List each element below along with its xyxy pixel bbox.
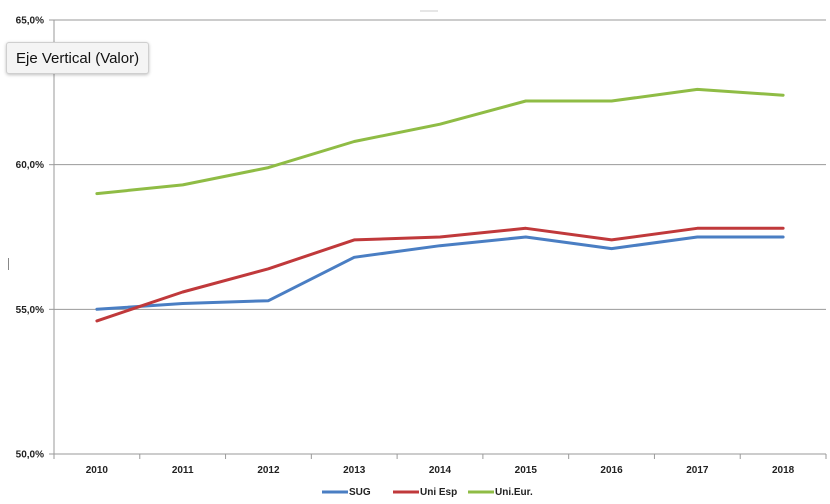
x-tick-label: 2010 xyxy=(86,465,109,476)
legend-label: SUG xyxy=(349,487,371,498)
series-line-sug xyxy=(95,235,785,311)
left-edge-mark xyxy=(8,258,9,270)
y-tick-label: 60,0% xyxy=(16,160,44,171)
x-axis-tick-labels: 2010 2011 2012 2013 2014 2015 2016 2017 2018 xyxy=(86,465,795,476)
series-line-uni-eur xyxy=(95,87,785,196)
y-tick-label: 65,0% xyxy=(16,16,44,27)
axis-tooltip: Eje Vertical (Valor) xyxy=(6,42,150,74)
x-tick-label: 2015 xyxy=(515,465,538,476)
series-lines xyxy=(95,87,785,323)
x-tick-label: 2016 xyxy=(600,465,623,476)
series-line-uni-esp xyxy=(95,226,785,323)
x-tick-label: 2018 xyxy=(772,465,795,476)
gridlines xyxy=(54,19,826,310)
x-tick-label: 2012 xyxy=(257,465,280,476)
x-tick-label: 2011 xyxy=(172,465,194,476)
legend-label: Uni.Eur. xyxy=(495,487,533,498)
legend-label: Uni Esp xyxy=(420,487,457,498)
x-tick-label: 2017 xyxy=(686,465,709,476)
x-tick-label: 2013 xyxy=(343,465,366,476)
legend: SUG Uni Esp Uni.Eur. xyxy=(322,487,533,498)
y-axis-tick-labels: 50,0% 55,0% 60,0% 65,0% xyxy=(16,16,44,461)
x-tick-label: 2014 xyxy=(429,465,452,476)
y-tick-label: 50,0% xyxy=(16,450,44,461)
top-edge-mark xyxy=(420,10,438,12)
axes xyxy=(49,19,827,459)
y-tick-label: 55,0% xyxy=(16,305,44,316)
